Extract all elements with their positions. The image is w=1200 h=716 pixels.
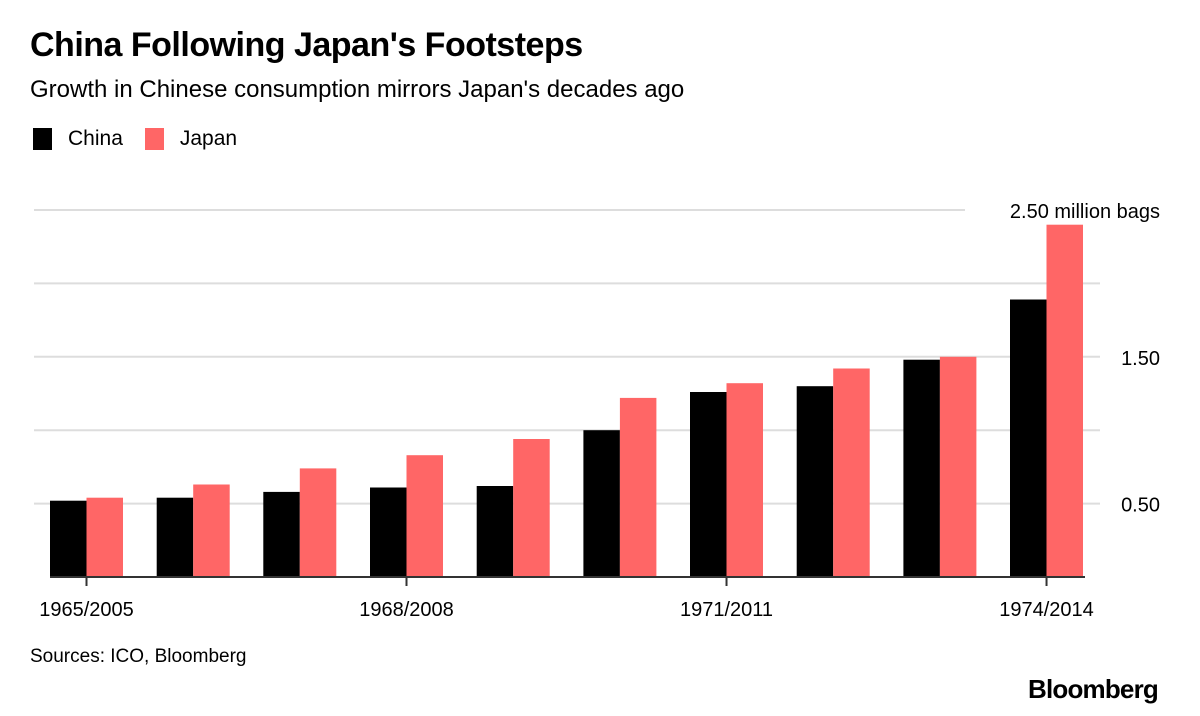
bar-china [796, 386, 834, 577]
bar-china [476, 486, 514, 577]
bar-japan [86, 497, 123, 577]
chart-title: China Following Japan's Footsteps [30, 26, 583, 64]
legend-item-japan: Japan [144, 127, 238, 151]
bar-japan [619, 397, 657, 577]
bar-japan [406, 455, 443, 577]
bar-china [583, 430, 620, 577]
legend-swatch-china [33, 128, 52, 150]
legend: China Japan [33, 127, 259, 151]
legend-label-japan: Japan [179, 127, 238, 150]
y-tick-label: 2.50 million bags [1010, 201, 1160, 223]
bar-japan [299, 468, 337, 577]
bar-japan [939, 356, 977, 577]
sources-note: Sources: ICO, Bloomberg [30, 646, 247, 667]
bar-japan [833, 368, 870, 577]
bloomberg-logo: Bloomberg [1027, 674, 1159, 704]
legend-item-china: China [33, 127, 123, 151]
legend-swatch-japan [144, 128, 164, 150]
bar-china [263, 491, 300, 577]
bar-china [690, 392, 727, 577]
bar-china [370, 487, 407, 577]
bar-china [50, 500, 87, 577]
y-tick-label: 1.50 [1121, 348, 1160, 370]
x-tick-label: 1965/2005 [39, 599, 134, 621]
bar-japan [726, 383, 763, 577]
bar-china [156, 497, 194, 577]
bar-china [1010, 299, 1047, 577]
chart-subtitle: Growth in Chinese consumption mirrors Ja… [30, 76, 685, 103]
bar-japan [193, 484, 230, 577]
x-tick-label: 1974/2014 [999, 599, 1094, 621]
y-tick-label: 0.50 [1121, 495, 1160, 517]
bar-japan [1046, 224, 1083, 577]
bar-japan [513, 439, 550, 577]
x-tick-label: 1971/2011 [680, 599, 773, 621]
bar-china [903, 359, 940, 577]
legend-label-china: China [68, 127, 123, 150]
x-tick-label: 1968/2008 [359, 599, 454, 621]
